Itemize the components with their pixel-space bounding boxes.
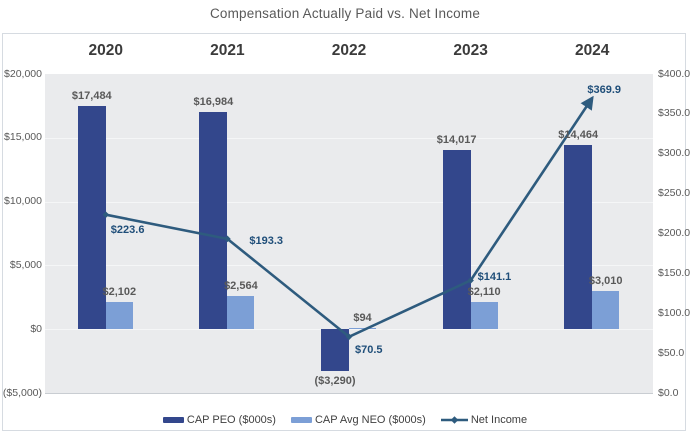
cap-avg-neo-bar xyxy=(227,296,255,330)
legend-label: CAP Avg NEO ($000s) xyxy=(314,414,426,426)
bar-value-label: $2,102 xyxy=(102,286,137,299)
right-axis-tick: $150.0 xyxy=(658,266,690,279)
bar-value-label: $2,564 xyxy=(224,280,258,293)
chart-title: Compensation Actually Paid vs. Net Incom… xyxy=(209,6,481,21)
cap-avg-neo-bar xyxy=(349,328,376,330)
category-label: 2021 xyxy=(210,42,245,59)
bar-value-label: $3,010 xyxy=(588,274,623,287)
bar-value-label: ($3,290) xyxy=(314,375,356,388)
right-axis-tick: $300.0 xyxy=(658,147,690,160)
right-axis-tick: $400.0 xyxy=(658,67,690,80)
cap-peo-bar xyxy=(564,144,593,330)
legend-label: CAP PEO ($000s) xyxy=(186,414,276,426)
category-label: 2020 xyxy=(88,42,124,59)
bar-value-label: $2,110 xyxy=(467,286,501,299)
left-axis-tick: $5,000 xyxy=(9,258,42,271)
cap-peo-bar xyxy=(77,106,106,330)
line-value-label: $193.3 xyxy=(249,234,284,247)
bar-value-label: $16,984 xyxy=(193,96,234,109)
gridline xyxy=(45,329,653,331)
legend: CAP PEO ($000s) CAP Avg NEO ($000s) Net In… xyxy=(0,411,690,429)
bar-value-label: $14,017 xyxy=(436,134,477,147)
category-label: 2023 xyxy=(453,42,488,59)
left-axis-tick: ($5,000) xyxy=(2,386,42,399)
cap-avg-neo-bar xyxy=(105,302,133,330)
category-label: 2022 xyxy=(331,42,367,59)
right-axis-tick: $100.0 xyxy=(658,306,690,319)
gridline xyxy=(45,201,653,203)
line-value-label: $141.1 xyxy=(477,271,512,284)
legend-line-diamond-icon xyxy=(440,415,468,425)
legend-item: CAP PEO ($000s) xyxy=(162,414,276,426)
cap-peo-bar xyxy=(199,112,228,330)
bar-value-label: $14,464 xyxy=(558,128,599,141)
cap-peo-bar xyxy=(442,150,471,330)
legend-item: Net Income xyxy=(440,414,528,426)
legend-swatch-icon xyxy=(290,416,312,424)
right-axis-tick: $200.0 xyxy=(658,227,690,239)
legend-label: Net Income xyxy=(470,414,528,426)
gridline xyxy=(45,265,653,267)
line-value-label: $223.6 xyxy=(110,223,145,236)
right-axis-tick: $350.0 xyxy=(658,107,690,120)
left-axis-tick: $20,000 xyxy=(4,67,42,80)
left-axis-tick: $10,000 xyxy=(4,195,42,208)
line-value-label: $70.5 xyxy=(355,343,383,356)
line-value-label: $369.9 xyxy=(587,84,622,96)
cap-avg-neo-bar xyxy=(470,302,498,330)
left-axis-tick: $15,000 xyxy=(4,131,42,144)
cap-peo-bar xyxy=(321,329,349,372)
bar-value-label: $17,484 xyxy=(71,90,112,103)
cap-avg-neo-bar xyxy=(592,290,620,330)
left-axis-tick: $0 xyxy=(30,322,42,335)
bar-value-label: $94 xyxy=(353,312,372,324)
right-axis-tick: $50.0 xyxy=(658,346,685,359)
legend-swatch-icon xyxy=(162,416,184,424)
legend-item: CAP Avg NEO ($000s) xyxy=(290,414,426,426)
category-label: 2024 xyxy=(574,42,610,59)
right-axis-tick: $250.0 xyxy=(658,187,690,200)
right-axis-tick: $0.0 xyxy=(658,386,679,399)
